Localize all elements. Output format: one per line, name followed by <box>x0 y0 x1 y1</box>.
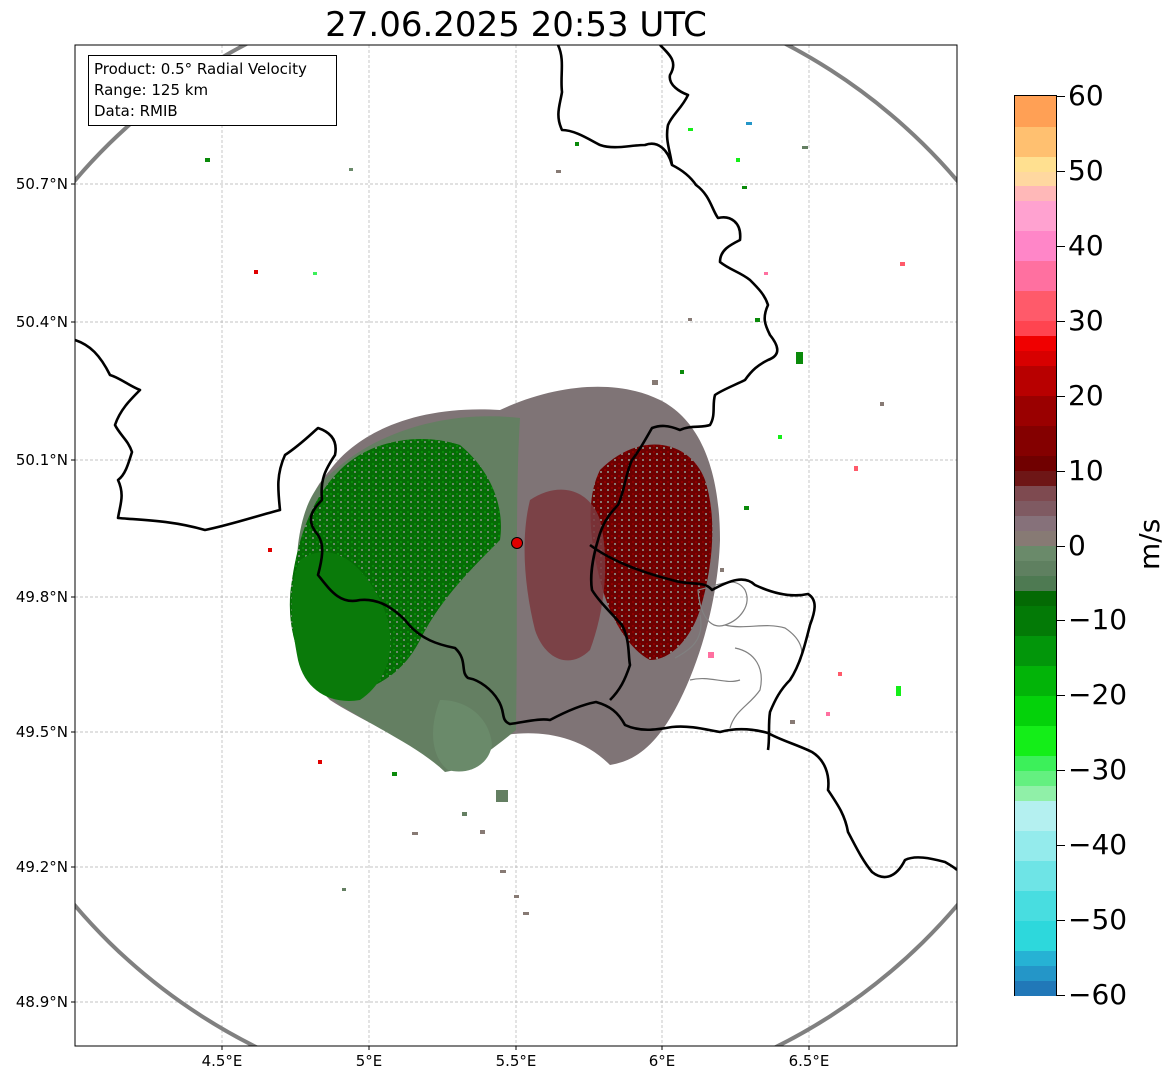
colorbar-segment <box>1015 320 1056 337</box>
lon-tick-label: 5°E <box>355 1052 383 1070</box>
colorbar-tick-label: 10 <box>1068 453 1104 487</box>
colorbar-segment <box>1015 170 1056 187</box>
lon-tick-label: 6°E <box>648 1052 676 1070</box>
colorbar-segment <box>1015 96 1056 127</box>
colorbar-segment <box>1015 455 1056 472</box>
product-label: Product: 0.5° Radial Velocity <box>94 60 307 78</box>
colorbar-segment <box>1015 635 1056 666</box>
colorbar-segment <box>1015 125 1056 157</box>
colorbar-segment <box>1015 485 1056 502</box>
echo-receding-transition <box>524 489 606 661</box>
colorbar-segment <box>1015 425 1056 457</box>
echo-approaching-green-west <box>291 552 391 701</box>
colorbar-segment <box>1015 395 1056 427</box>
colorbar-segment <box>1015 470 1056 487</box>
colorbar-tick <box>1057 770 1065 772</box>
colorbar-tick <box>1057 845 1065 847</box>
data-source-label: Data: RMIB <box>94 102 178 120</box>
colorbar-tick <box>1057 995 1065 996</box>
map-title: 27.06.2025 20:53 UTC <box>325 5 707 45</box>
colorbar-tick-label: −10 <box>1068 603 1128 637</box>
colorbar-tick-label: 0 <box>1068 528 1086 562</box>
lon-tick-label: 5.5°E <box>495 1052 537 1070</box>
colorbar-tick <box>1057 545 1065 547</box>
colorbar-segment <box>1015 560 1056 577</box>
colorbar-segment <box>1015 605 1056 636</box>
lat-tick-label: 50.7°N <box>15 175 68 193</box>
colorbar-segment <box>1015 500 1056 517</box>
colorbar-segment <box>1015 575 1056 592</box>
colorbar-tick-label: −20 <box>1068 678 1128 712</box>
lat-tick-label: 48.9°N <box>15 993 68 1011</box>
colorbar-tick <box>1057 320 1065 322</box>
colorbar-segment <box>1015 335 1056 352</box>
radial-velocity-echoes <box>205 122 905 915</box>
colorbar-segment <box>1015 830 1056 861</box>
colorbar-segment <box>1015 785 1056 801</box>
colorbar-segment <box>1015 365 1056 397</box>
colorbar-tick <box>1057 470 1065 472</box>
colorbar-tick <box>1057 395 1065 397</box>
colorbar-segment <box>1015 695 1056 726</box>
colorbar-tick <box>1057 920 1065 922</box>
colorbar-tick-label: −50 <box>1068 903 1128 937</box>
colorbar-tick <box>1057 96 1065 97</box>
lat-tick-label: 49.8°N <box>15 588 68 606</box>
country-borders <box>75 45 957 879</box>
colorbar-segment <box>1015 515 1056 532</box>
lon-tick-label: 6.5°E <box>788 1052 830 1070</box>
colorbar-segment <box>1015 185 1056 202</box>
colorbar-tick <box>1057 245 1065 247</box>
colorbar-segment <box>1015 725 1056 756</box>
colorbar-segment <box>1015 950 1056 966</box>
colorbar-tick <box>1057 620 1065 622</box>
colorbar-segment <box>1015 230 1056 262</box>
colorbar-segment <box>1015 665 1056 696</box>
colorbar-segment <box>1015 965 1056 981</box>
colorbar-tick <box>1057 695 1065 697</box>
range-label: Range: 125 km <box>94 81 209 99</box>
lat-tick-label: 50.1°N <box>15 451 68 469</box>
colorbar-unit-label: m/s <box>1133 518 1166 570</box>
colorbar-tick-label: 30 <box>1068 303 1104 337</box>
colorbar-segment <box>1015 530 1056 547</box>
colorbar-tick-label: 50 <box>1068 153 1104 187</box>
colorbar-segment <box>1015 860 1056 891</box>
colorbar-segment <box>1015 155 1056 172</box>
product-info-box: Product: 0.5° Radial Velocity Range: 125… <box>88 55 337 126</box>
colorbar-segment <box>1015 590 1056 607</box>
colorbar-tick <box>1057 170 1065 172</box>
colorbar-segment <box>1015 920 1056 951</box>
colorbar-segment <box>1015 200 1056 232</box>
colorbar-segment <box>1015 260 1056 292</box>
scattered-echo-pixels <box>205 122 905 915</box>
lat-tick-label: 49.2°N <box>15 858 68 876</box>
lon-tick-label: 4.5°E <box>201 1052 243 1070</box>
colorbar-tick-label: −40 <box>1068 828 1128 862</box>
colorbar-tick-label: 60 <box>1068 79 1104 112</box>
colorbar-segment <box>1015 545 1056 562</box>
lat-tick-label: 50.4°N <box>15 313 68 331</box>
radar-site-marker[interactable] <box>511 537 523 549</box>
velocity-colorbar <box>1014 95 1057 996</box>
colorbar-tick-label: 20 <box>1068 378 1104 412</box>
colorbar-tick-label: 40 <box>1068 228 1104 262</box>
echo-southern-tail <box>433 700 492 772</box>
colorbar-segment <box>1015 770 1056 786</box>
colorbar-segment <box>1015 350 1056 367</box>
axis-ticks <box>71 183 810 1050</box>
colorbar-segment <box>1015 290 1056 322</box>
colorbar-segment <box>1015 755 1056 771</box>
lat-tick-label: 49.5°N <box>15 723 68 741</box>
colorbar-tick-label: −60 <box>1068 978 1128 1011</box>
colorbar-segment <box>1015 800 1056 831</box>
colorbar-segment <box>1015 890 1056 921</box>
colorbar-segment <box>1015 980 1056 996</box>
colorbar-tick-label: −30 <box>1068 753 1128 787</box>
